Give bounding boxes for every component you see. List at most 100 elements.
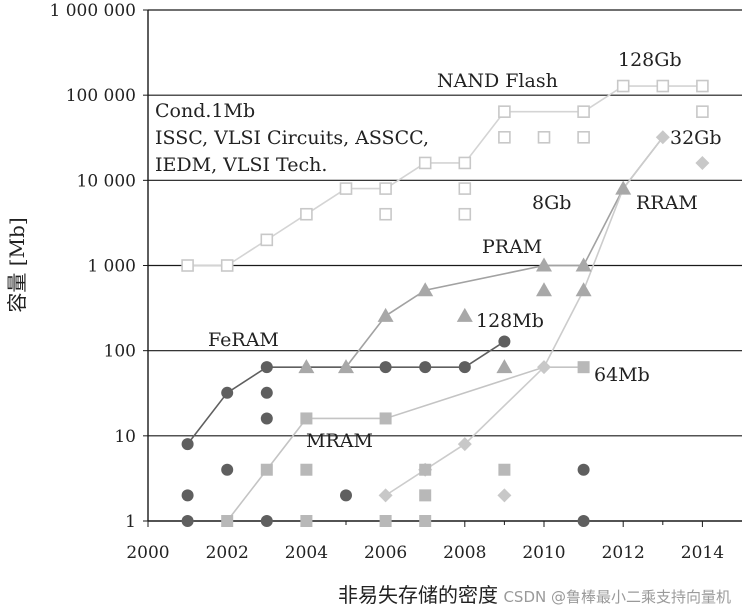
pram-point [338, 359, 354, 374]
nand-flash-point [339, 182, 353, 195]
legend-line: IEDM, VLSI Tech. [155, 154, 327, 176]
pram-point [536, 257, 552, 272]
mram-label: MRAM [306, 430, 373, 452]
nand-flash-point [181, 259, 194, 272]
nand-flash-point [458, 182, 472, 195]
nand-flash-point [458, 156, 472, 170]
nand-flash-point [498, 131, 511, 144]
rram-label: RRAM [636, 192, 698, 214]
pram-point [417, 282, 434, 297]
y-tick-label: 10 000 [77, 171, 136, 191]
tick-labels: 1 10 100 1 000 10 000 100 000 1 000 000 2000 200… [49, 1, 724, 563]
x-tick-label: 2006 [364, 543, 407, 563]
feram-point [260, 361, 273, 374]
mram-point [577, 361, 590, 374]
pram-point [456, 307, 473, 322]
x-tick-label: 2010 [522, 543, 565, 563]
mram-capacity-label: 64Mb [594, 364, 650, 386]
nand-flash-point [418, 156, 432, 170]
rram-point [457, 437, 472, 452]
feram-point [577, 515, 590, 527]
x-tick-label: 2002 [206, 543, 249, 563]
x-tick-label: 2014 [681, 543, 724, 563]
nand-flash-label: NAND Flash [437, 70, 558, 92]
nand-flash-point [260, 233, 274, 247]
nand-flash-point [379, 207, 392, 221]
mram-point [419, 489, 432, 502]
feram-point [181, 438, 194, 451]
x-tick-label: 2000 [126, 543, 169, 563]
pram-point [536, 282, 552, 297]
nand-flash-point [379, 182, 392, 195]
nand-flash-capacity-label: 128Gb [618, 49, 682, 71]
nand-flash-point [300, 207, 313, 221]
y-tick-label: 1 000 [87, 257, 136, 277]
x-axis-title: 非易失存储的密度 [338, 583, 498, 607]
rram-point [378, 488, 393, 503]
mram-point [260, 463, 273, 476]
mram-trend-line [226, 366, 584, 522]
gridlines [148, 9, 742, 437]
y-tick-label: 100 [104, 342, 136, 362]
nand-flash-point [656, 79, 670, 93]
feram-point [221, 386, 234, 399]
nand-flash-point [537, 131, 551, 144]
feram-point [340, 489, 352, 502]
x-tick-label: 2008 [443, 543, 486, 563]
feram-point [260, 386, 273, 399]
legend-note: Cond.1Mb ISSC, VLSI Circuits, ASSCC, IEDM,… [155, 100, 429, 176]
legend-line: ISSC, VLSI Circuits, ASSCC, [155, 127, 429, 149]
rram-point [655, 130, 670, 145]
rram-point [497, 488, 512, 503]
nand-flash-point [616, 79, 630, 93]
pram-label: PRAM [482, 236, 542, 258]
pram-point [377, 307, 394, 322]
nand-flash-point [220, 259, 234, 272]
mram-point [379, 515, 392, 527]
rram-point [537, 360, 551, 375]
nand-flash-point [498, 105, 511, 118]
nand-flash-point [577, 131, 590, 144]
mram-point [300, 412, 313, 425]
rram-point [695, 155, 710, 170]
pram-point [298, 359, 315, 374]
x-tick-label: 2004 [285, 543, 328, 563]
mram-point [379, 412, 392, 425]
mram-point [498, 463, 511, 476]
pram-point [615, 180, 632, 195]
trend-lines [186, 85, 703, 522]
mram-point [419, 463, 432, 476]
data-points [181, 79, 710, 527]
axes [143, 9, 742, 527]
y-axis-title: 容量 [Mb] [5, 217, 29, 312]
legend-line: Cond.1Mb [155, 100, 255, 122]
feram-point [221, 463, 234, 476]
nand-flash-point [696, 79, 709, 93]
feram-point [458, 361, 471, 374]
y-tick-label: 100 000 [66, 86, 136, 106]
feram-label: FeRAM [208, 329, 279, 351]
feram-point [379, 361, 392, 374]
feram-point [577, 463, 590, 476]
nand-flash-point [696, 105, 709, 118]
feram-point [260, 515, 273, 527]
feram-trend-line [186, 340, 505, 445]
pram-point [575, 257, 592, 272]
y-tick-label: 1 000 000 [49, 1, 136, 21]
pram-trend-line [306, 136, 664, 368]
feram-point [419, 361, 432, 374]
pram-capacity-label: 8Gb [532, 192, 571, 214]
pram-point [575, 282, 592, 297]
rram-capacity-label: 32Gb [670, 127, 722, 149]
watermark: CSDN @鲁棒最小二乘支持向量机 [503, 588, 731, 606]
feram-point [260, 412, 273, 425]
x-tick-label: 2012 [602, 543, 645, 563]
nand-flash-point [577, 105, 590, 118]
nand-flash-point [458, 207, 472, 221]
feram-capacity-label: 128Mb [476, 310, 544, 332]
y-tick-label: 10 [114, 427, 136, 447]
y-tick-label: 1 [125, 512, 136, 532]
mram-point [419, 515, 432, 527]
feram-point [181, 489, 194, 502]
